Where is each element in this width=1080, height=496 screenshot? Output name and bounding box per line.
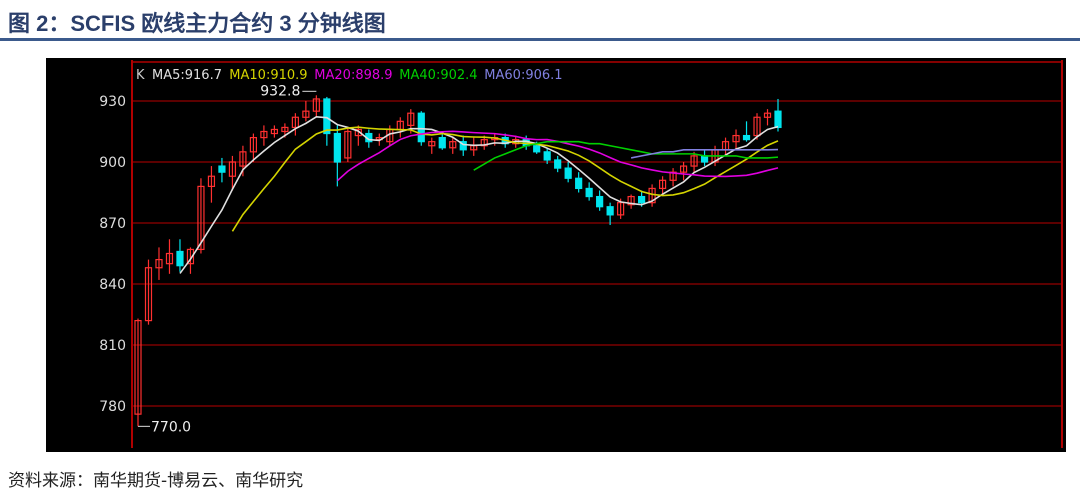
candlestick-chart: 930 900 870 840 810 780 K MA5:916.7 MA10:910.9 MA…: [46, 58, 1066, 452]
legend-item: MA40:902.4: [399, 68, 477, 83]
candle-body: [428, 141, 436, 147]
candle-body: [648, 187, 656, 204]
candle-body: [449, 141, 457, 149]
plot-background: [46, 58, 1066, 452]
candle-body: [459, 141, 467, 151]
candle-body: [270, 128, 278, 135]
candle-body: [658, 179, 667, 190]
y-tick-label: 780: [99, 399, 126, 415]
candle-body: [144, 267, 153, 322]
ma40-line: [473, 140, 779, 171]
candle-body: [575, 177, 583, 190]
candle-body: [627, 195, 635, 206]
candle-body: [302, 110, 310, 118]
y-tick-label: 930: [99, 94, 126, 110]
low-label: 770.0: [151, 419, 191, 435]
candle-body: [617, 202, 625, 216]
candle-body: [218, 165, 226, 173]
legend-item: MA20:898.9: [314, 68, 392, 83]
candle-body: [239, 151, 247, 167]
ma5-line: [179, 116, 779, 274]
legend-item: MA60:906.1: [484, 68, 562, 83]
y-tick-label: 870: [99, 216, 126, 232]
candle-body: [207, 175, 216, 187]
candle-body: [281, 126, 289, 133]
candle-body: [291, 116, 299, 129]
candle-body: [585, 187, 593, 198]
candle-body: [438, 136, 446, 149]
candle-body: [260, 130, 268, 139]
y-tick-label: 810: [99, 338, 126, 354]
candle-body: [700, 155, 709, 163]
legend-item: MA10:910.9: [229, 68, 307, 83]
candle-body: [543, 151, 551, 161]
candle-body: [344, 130, 352, 159]
source-note: 资料来源：南华期货-博易云、南华研究: [8, 471, 304, 491]
title-rule: [0, 38, 1080, 41]
candle-body: [134, 320, 142, 415]
candle-body: [155, 259, 163, 269]
legend-k: K: [136, 68, 145, 83]
legend-item: MA5:916.7: [152, 68, 222, 83]
candle-body: [596, 195, 604, 208]
candle-body: [480, 139, 488, 147]
candle-body: [774, 110, 782, 129]
candle-body: [763, 112, 772, 118]
candle-body: [638, 195, 646, 204]
ma10-line: [231, 126, 779, 232]
candle-body: [690, 155, 698, 167]
candle-body: [606, 206, 614, 216]
candle-body: [753, 116, 761, 137]
candle-body: [407, 112, 415, 127]
candle-body: [554, 159, 562, 169]
candle-body: [228, 161, 237, 177]
y-tick-label: 900: [99, 155, 126, 171]
candle-body: [669, 171, 677, 181]
figure-title: 图 2：SCFIS 欧线主力合约 3 分钟线图: [8, 11, 386, 36]
ma60-line: [630, 148, 779, 159]
candle-body: [742, 134, 751, 141]
candle-body: [732, 134, 740, 143]
y-tick-label: 840: [99, 277, 126, 293]
candle-body: [564, 167, 572, 179]
candle-body: [197, 185, 205, 251]
candle-body: [312, 98, 320, 112]
candle-body: [417, 112, 425, 143]
candle-body: [333, 132, 341, 163]
high-label: 932.8: [260, 83, 300, 99]
candle-body: [679, 165, 688, 173]
candle-body: [186, 248, 195, 265]
candle-body: [533, 145, 541, 153]
candle-body: [249, 136, 258, 153]
candle-body: [165, 252, 174, 265]
candle-body: [176, 250, 184, 267]
candle-body: [323, 98, 331, 135]
